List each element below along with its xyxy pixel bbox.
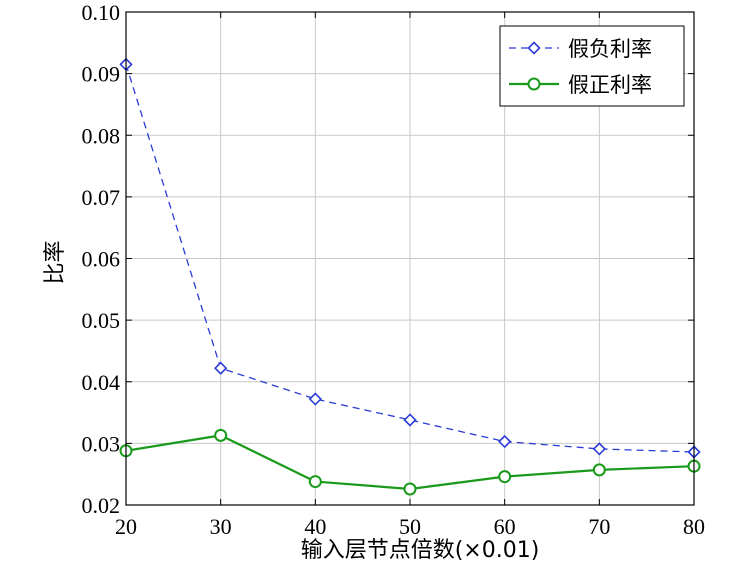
y-tick-label: 0.07 [82, 185, 121, 210]
data-point [403, 482, 417, 496]
x-axis-title: 输入层节点倍数(×0.01) [301, 538, 540, 563]
y-tick-label: 0.05 [82, 308, 121, 333]
data-point [498, 470, 512, 484]
y-tick-label: 0.08 [82, 123, 121, 148]
y-tick-label: 0.02 [82, 493, 121, 518]
data-point [403, 413, 417, 427]
y-axis-title: 比率 [43, 240, 68, 284]
x-tick-label: 30 [210, 514, 232, 539]
x-tick-label: 60 [494, 514, 516, 539]
data-point [214, 428, 228, 442]
legend-item-2: 假正利率 [509, 73, 652, 97]
legend-label: 假正利率 [568, 73, 652, 97]
data-point [308, 392, 322, 406]
data-point [498, 434, 512, 449]
x-tick-label: 50 [399, 514, 421, 539]
legend-marker [527, 41, 541, 55]
y-tick-label: 0.10 [82, 0, 121, 25]
y-tick-label: 0.03 [82, 431, 121, 456]
legend-label: 假负利率 [568, 37, 652, 61]
data-point [214, 361, 228, 375]
y-tick-label: 0.06 [82, 247, 121, 272]
data-point [308, 475, 322, 489]
legend-marker [527, 77, 541, 91]
x-tick-label: 70 [588, 514, 610, 539]
legend-box [499, 25, 685, 107]
y-tick-label: 0.09 [82, 62, 121, 87]
data-point [592, 442, 606, 456]
axis-ticks: 20 30 40 50 60 70 80 0.02 0.03 0.04 0.05 0.06 0.07 0.… [82, 0, 706, 539]
x-tick-label: 80 [683, 514, 705, 539]
x-tick-label: 40 [304, 514, 326, 539]
data-point [592, 463, 606, 477]
legend-item-1: 假负利率 [509, 37, 652, 61]
grid-lines [126, 12, 694, 505]
y-tick-label: 0.04 [82, 370, 121, 395]
x-tick-label: 20 [115, 514, 137, 539]
